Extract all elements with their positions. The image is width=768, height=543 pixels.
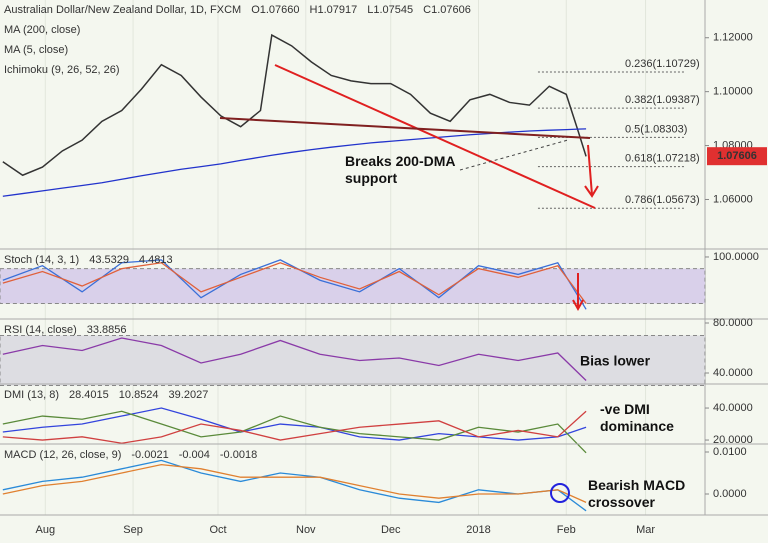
highlight-circle [550, 483, 570, 503]
readout-value: 39.2027 [169, 389, 209, 401]
series-line [2, 463, 587, 503]
y-tick-label: 100.0000 [713, 251, 759, 263]
panel-title: Stoch (14, 3, 1) [4, 254, 79, 266]
series-line [2, 262, 587, 304]
annotation: -ve DMI dominance [600, 401, 674, 434]
x-tick-label: Sep [123, 524, 143, 536]
x-tick-label: Mar [636, 524, 655, 536]
indicator-label: Ichimoku (9, 26, 52, 26) [4, 64, 120, 76]
x-tick-label: Aug [36, 524, 56, 536]
panel-title: MACD (12, 26, close, 9) [4, 449, 121, 461]
ohlc-value: O1.07660 [251, 4, 299, 16]
y-tick-label: 0.0100 [713, 446, 747, 458]
ohlc-value: L1.07545 [367, 4, 413, 16]
readout-value: 10.8524 [119, 389, 159, 401]
annotation: Bearish MACD crossover [588, 477, 685, 510]
y-tick-label: 40.0000 [713, 367, 753, 379]
x-tick-label: Nov [296, 524, 316, 536]
drawings [219, 64, 599, 503]
price-badge-label: 1.07606 [717, 150, 757, 162]
trend-line [219, 117, 591, 139]
y-tick-label: 1.10000 [713, 86, 753, 98]
readout-value: 4.4813 [139, 254, 173, 266]
fib-label: 0.382(1.09387) [625, 94, 700, 106]
series-line [2, 410, 587, 454]
readout-value: -0.0021 [131, 449, 168, 461]
readout-value: 43.5329 [89, 254, 129, 266]
indicator-label: MA (5, close) [4, 44, 68, 56]
panel-title: DMI (13, 8) [4, 389, 59, 401]
arrow [572, 273, 584, 312]
band [0, 268, 706, 304]
ohlc-value: C1.07606 [423, 4, 471, 16]
pointer-line [459, 139, 569, 171]
panel-title: RSI (14, close) [4, 324, 77, 336]
x-tick-label: Dec [381, 524, 401, 536]
series-line [2, 410, 587, 444]
series-line [2, 128, 587, 197]
y-tick-label: 0.0000 [713, 488, 747, 500]
y-tick-label: 1.12000 [713, 32, 753, 44]
x-tick-label: Oct [209, 524, 226, 536]
readout-value: 28.4015 [69, 389, 109, 401]
y-tick-label: 1.06000 [713, 193, 753, 205]
fib-label: 0.5(1.08303) [625, 123, 687, 135]
series-line [2, 33, 587, 177]
y-tick-label: 40.0000 [713, 402, 753, 414]
fib-label: 0.786(1.05673) [625, 194, 700, 206]
readout-value: 33.8856 [87, 324, 127, 336]
legend-entry: MA (200, close) [4, 24, 80, 36]
series-line [2, 337, 587, 381]
x-tick-label: 2018 [466, 524, 490, 536]
series-line [2, 459, 587, 512]
panel-title: Australian Dollar/New Zealand Dollar, 1D… [4, 4, 241, 16]
fib-label: 0.618(1.07218) [625, 153, 700, 165]
readout-value: -0.004 [179, 449, 210, 461]
annotation: Breaks 200-DMA support [345, 153, 456, 186]
y-tick-label: 20.0000 [713, 434, 753, 446]
ohlc-value: H1.07917 [310, 4, 358, 16]
series-line [2, 407, 587, 441]
readout-value: -0.0018 [220, 449, 257, 461]
price-badge [707, 147, 767, 166]
trend-line [274, 64, 596, 209]
y-tick-label: 80.0000 [713, 317, 753, 329]
annotation: Bias lower [580, 353, 651, 369]
arrow [584, 144, 599, 198]
band [0, 335, 706, 386]
fib-label: 0.236(1.10729) [625, 58, 700, 70]
x-tick-label: Feb [557, 524, 576, 536]
